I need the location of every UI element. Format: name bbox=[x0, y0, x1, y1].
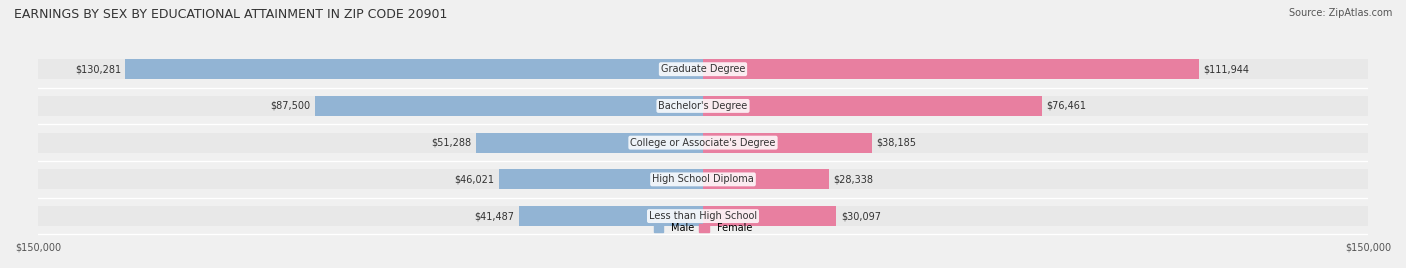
Bar bbox=[315, 96, 703, 116]
Text: $51,288: $51,288 bbox=[432, 138, 471, 148]
Bar bbox=[703, 169, 1368, 189]
Bar bbox=[475, 133, 703, 153]
Text: Bachelor's Degree: Bachelor's Degree bbox=[658, 101, 748, 111]
Text: Less than High School: Less than High School bbox=[650, 211, 756, 221]
Bar bbox=[38, 96, 703, 116]
Bar bbox=[703, 206, 837, 226]
Text: $38,185: $38,185 bbox=[877, 138, 917, 148]
Text: $111,944: $111,944 bbox=[1204, 64, 1250, 74]
Bar bbox=[38, 133, 703, 153]
Bar bbox=[499, 169, 703, 189]
Bar bbox=[703, 133, 872, 153]
Text: $46,021: $46,021 bbox=[454, 174, 495, 184]
Bar bbox=[703, 206, 1368, 226]
Bar bbox=[703, 96, 1368, 116]
Bar bbox=[38, 59, 703, 79]
Bar bbox=[703, 59, 1199, 79]
Text: $76,461: $76,461 bbox=[1046, 101, 1087, 111]
Text: Graduate Degree: Graduate Degree bbox=[661, 64, 745, 74]
Text: College or Associate's Degree: College or Associate's Degree bbox=[630, 138, 776, 148]
Text: High School Diploma: High School Diploma bbox=[652, 174, 754, 184]
Bar bbox=[38, 169, 703, 189]
Bar bbox=[703, 133, 1368, 153]
Bar bbox=[519, 206, 703, 226]
Text: $28,338: $28,338 bbox=[832, 174, 873, 184]
Text: Source: ZipAtlas.com: Source: ZipAtlas.com bbox=[1288, 8, 1392, 18]
Text: EARNINGS BY SEX BY EDUCATIONAL ATTAINMENT IN ZIP CODE 20901: EARNINGS BY SEX BY EDUCATIONAL ATTAINMEN… bbox=[14, 8, 447, 21]
Text: $87,500: $87,500 bbox=[270, 101, 311, 111]
Bar bbox=[125, 59, 703, 79]
Bar bbox=[703, 59, 1368, 79]
Legend: Male, Female: Male, Female bbox=[650, 219, 756, 237]
Bar bbox=[38, 206, 703, 226]
Text: $130,281: $130,281 bbox=[75, 64, 121, 74]
Bar bbox=[703, 169, 828, 189]
Text: $30,097: $30,097 bbox=[841, 211, 880, 221]
Bar bbox=[703, 96, 1042, 116]
Text: $41,487: $41,487 bbox=[475, 211, 515, 221]
